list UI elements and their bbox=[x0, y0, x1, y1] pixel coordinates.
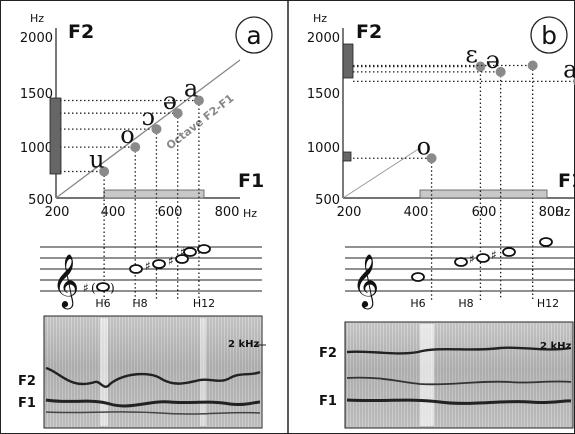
panel-b-staff bbox=[345, 246, 575, 292]
vowel-point bbox=[475, 61, 486, 72]
panel-b-x-tick: 600 bbox=[472, 205, 497, 220]
vowel-symbol: u bbox=[89, 146, 104, 174]
panel-a-spec-f1-label: F1 bbox=[18, 396, 36, 411]
panel-a-y-unit: Hz bbox=[30, 12, 44, 25]
vowel-symbol: a bbox=[184, 74, 198, 102]
panel-a-spectrogram-texture bbox=[44, 316, 262, 428]
panel-a-spectrogram-f0-band bbox=[45, 411, 261, 415]
panel-b-spectrogram-f2-band bbox=[346, 346, 572, 355]
panel-b-y-tick: 500 bbox=[315, 193, 340, 208]
vowel-symbol: ə bbox=[163, 87, 177, 115]
panel-a-x-tick: 200 bbox=[45, 205, 70, 220]
panel-b-spectrogram-mid-band bbox=[346, 376, 572, 386]
panel-b-y-tick: 2000 bbox=[307, 31, 340, 46]
panel-a-y-tick: 2000 bbox=[20, 31, 53, 46]
svg-text:♯: ♯ bbox=[168, 254, 174, 268]
panel-a-spectrogram-gap bbox=[100, 318, 108, 426]
panel-b-f2-label: F2 bbox=[356, 21, 382, 43]
vowel-symbol: o bbox=[120, 121, 134, 149]
panel-b-treble-clef-icon: 𝄞 bbox=[352, 253, 379, 309]
vowel-point bbox=[426, 153, 437, 164]
svg-text:♯: ♯ bbox=[469, 252, 475, 266]
panel-b-harmonic-h12: H12 bbox=[537, 297, 559, 310]
panel-a-2khz-marker: 2 kHz bbox=[228, 339, 259, 350]
panel-b-2khz-marker: 2 kHz bbox=[540, 341, 571, 352]
panel-a-y-tick: 1000 bbox=[20, 141, 53, 156]
panel-a-y-tick: 1500 bbox=[20, 87, 53, 102]
panel-a-harmonic-h8: H8 bbox=[132, 297, 147, 310]
vowel-point bbox=[172, 108, 183, 119]
svg-text:♯: ♯ bbox=[491, 248, 497, 262]
svg-text:): ) bbox=[110, 281, 115, 295]
panel-b-letter: b bbox=[541, 21, 557, 50]
panel-a-f1-range-bar bbox=[103, 189, 205, 199]
panel-a-x-unit: Hz bbox=[243, 207, 257, 220]
panel-b-letter-circle bbox=[530, 16, 568, 54]
panel-a-notes: ♯ ( ) ♯ ♯ ♯ bbox=[83, 244, 211, 295]
panel-a: Hz F2 F1 a 2000 1500 1000 500 200 400 60… bbox=[18, 12, 273, 429]
panel-b-spectrogram-gap bbox=[420, 324, 434, 426]
panel-a-treble-clef-icon: 𝄞 bbox=[52, 253, 79, 309]
panel-b-notes: ♯ ♯ bbox=[411, 237, 553, 282]
vowel-point bbox=[495, 66, 506, 77]
panel-b-f2-range-bar-high bbox=[342, 43, 354, 79]
panel-a-spectrogram-f1-band bbox=[45, 398, 261, 408]
panel-a-harmonic-h6: H6 bbox=[95, 297, 110, 310]
panel-b-harmonic-h6: H6 bbox=[410, 297, 425, 310]
vowel-point bbox=[527, 60, 538, 71]
vowel-point bbox=[151, 124, 162, 135]
vowel-symbol: ə bbox=[486, 46, 500, 74]
vowel-symbol: o bbox=[417, 132, 431, 160]
panel-b-harmonic-h8: H8 bbox=[458, 297, 473, 310]
panel-a-spectrogram-gap bbox=[200, 318, 206, 426]
panel-a-y-tick: 500 bbox=[28, 193, 53, 208]
vowel-symbol: ɛ bbox=[465, 41, 477, 69]
vowel-point bbox=[99, 166, 110, 177]
panel-a-spectrogram-f2-band bbox=[45, 366, 261, 388]
panel-b-y-tick: 1500 bbox=[307, 87, 340, 102]
panel-b-spec-f2-label: F2 bbox=[319, 346, 337, 361]
panel-a-staff bbox=[40, 246, 262, 292]
panel-a-x-tick: 400 bbox=[101, 205, 126, 220]
panel-a-f2-label: F2 bbox=[68, 21, 94, 43]
panel-a-x-tick: 800 bbox=[215, 205, 240, 220]
svg-text:♯: ♯ bbox=[83, 281, 89, 295]
panel-a-letter: a bbox=[246, 21, 261, 50]
panel-b-spec-f1-label: F1 bbox=[319, 394, 337, 409]
vowel-symbol: ɔ bbox=[141, 103, 154, 131]
vowel-point bbox=[193, 95, 204, 106]
panel-b-vowel-points: o ɛ ə a bbox=[353, 41, 575, 300]
panel-b-octave-line bbox=[342, 147, 421, 199]
panel-b-x-unit: Hz bbox=[555, 205, 570, 219]
panel-b-x-tick: 200 bbox=[337, 205, 362, 220]
panel-b-f1-range-bar bbox=[419, 189, 548, 199]
panel-a-harmonic-h12: H12 bbox=[193, 297, 215, 310]
vowel-point bbox=[130, 142, 141, 153]
panel-b-spectrogram-f1-band bbox=[346, 398, 572, 405]
svg-text:♯: ♯ bbox=[180, 245, 186, 259]
panel-b-f1-label: F1 bbox=[558, 170, 575, 192]
svg-text:(: ( bbox=[91, 281, 96, 295]
panel-b-x-tick: 800 bbox=[539, 205, 564, 220]
panel-b-spectrogram-texture bbox=[345, 322, 573, 428]
panel-a-x-tick: 600 bbox=[158, 205, 183, 220]
panel-b: Hz F2 F1 b 2000 1500 1000 500 200 400 60… bbox=[307, 12, 575, 429]
svg-text:♯: ♯ bbox=[145, 259, 151, 273]
panel-b-y-unit: Hz bbox=[313, 12, 327, 25]
panel-b-y-tick: 1000 bbox=[307, 141, 340, 156]
panel-a-f2-range-bar bbox=[49, 97, 62, 175]
panel-a-f1-label: F1 bbox=[238, 170, 264, 192]
panel-a-letter-circle bbox=[235, 16, 273, 54]
panel-b-x-tick: 400 bbox=[404, 205, 429, 220]
panel-b-f2-range-bar-low bbox=[342, 151, 352, 162]
panel-a-spec-f2-label: F2 bbox=[18, 374, 36, 389]
vowel-symbol: a bbox=[563, 55, 575, 83]
